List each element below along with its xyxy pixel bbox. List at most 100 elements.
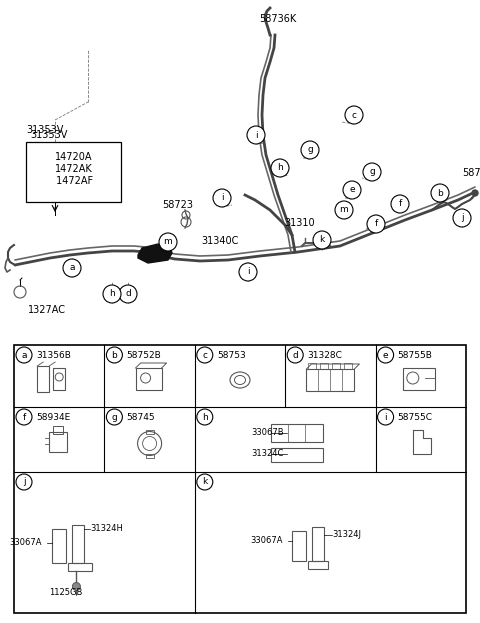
Bar <box>309 363 316 369</box>
Text: 31328C: 31328C <box>307 351 342 359</box>
Bar <box>271 447 323 462</box>
Text: m: m <box>340 206 348 214</box>
Bar <box>306 369 354 391</box>
Text: i: i <box>255 130 257 140</box>
Text: 31340C: 31340C <box>201 236 239 246</box>
Text: h: h <box>202 412 208 422</box>
Text: 58735M: 58735M <box>462 168 480 178</box>
Circle shape <box>213 189 231 207</box>
Bar <box>345 363 352 369</box>
Circle shape <box>16 409 32 425</box>
Circle shape <box>343 181 361 199</box>
Text: d: d <box>292 351 298 359</box>
Bar <box>145 454 154 457</box>
Text: 31324H: 31324H <box>90 524 123 533</box>
Text: 58736K: 58736K <box>259 14 297 24</box>
Bar <box>309 561 328 569</box>
Text: 33067B: 33067B <box>251 428 284 437</box>
Text: 1472AF: 1472AF <box>53 176 94 186</box>
Circle shape <box>472 190 478 196</box>
Text: g: g <box>369 168 375 176</box>
Text: 58755C: 58755C <box>397 412 432 422</box>
Text: i: i <box>384 412 387 422</box>
Bar <box>53 368 65 390</box>
Text: k: k <box>319 235 324 244</box>
Bar <box>53 426 63 434</box>
Text: h: h <box>109 290 115 298</box>
Circle shape <box>197 347 213 363</box>
Polygon shape <box>138 244 172 263</box>
Bar <box>321 363 328 369</box>
Circle shape <box>301 141 319 159</box>
Circle shape <box>287 347 303 363</box>
Circle shape <box>107 409 122 425</box>
Text: 31324C: 31324C <box>251 449 284 458</box>
Circle shape <box>453 209 471 227</box>
Text: 58745: 58745 <box>126 412 155 422</box>
Bar <box>26 142 121 202</box>
Circle shape <box>159 233 177 251</box>
Circle shape <box>72 583 81 591</box>
Text: 58934E: 58934E <box>36 412 70 422</box>
Circle shape <box>63 259 81 277</box>
Circle shape <box>239 263 257 281</box>
Text: g: g <box>307 146 313 155</box>
Circle shape <box>378 409 394 425</box>
Text: e: e <box>383 351 388 359</box>
Circle shape <box>16 474 32 490</box>
Bar <box>72 525 84 563</box>
Bar <box>37 366 49 392</box>
Text: f: f <box>23 412 25 422</box>
Circle shape <box>197 474 213 490</box>
Text: j: j <box>23 477 25 487</box>
Text: 1472AK: 1472AK <box>55 164 92 174</box>
Bar <box>136 368 162 390</box>
Circle shape <box>107 347 122 363</box>
Text: a: a <box>69 264 75 272</box>
Text: g: g <box>111 412 117 422</box>
Circle shape <box>247 126 265 144</box>
Circle shape <box>313 231 331 249</box>
Text: f: f <box>374 219 378 229</box>
Text: c: c <box>202 351 207 359</box>
Bar <box>271 424 323 442</box>
Bar <box>312 526 324 561</box>
Bar <box>69 563 92 571</box>
Text: f: f <box>398 199 402 209</box>
Text: a: a <box>21 351 27 359</box>
Bar <box>403 368 435 390</box>
Circle shape <box>363 163 381 181</box>
Bar <box>145 429 154 434</box>
Text: 1327AC: 1327AC <box>28 305 66 315</box>
Text: 1125GB: 1125GB <box>49 588 83 597</box>
Text: 31324J: 31324J <box>333 530 361 539</box>
Circle shape <box>367 215 385 233</box>
Text: 14720A: 14720A <box>55 152 92 162</box>
Text: b: b <box>437 189 443 197</box>
Circle shape <box>378 347 394 363</box>
Circle shape <box>16 347 32 363</box>
Circle shape <box>271 159 289 177</box>
Text: 58752B: 58752B <box>126 351 161 359</box>
Circle shape <box>431 184 449 202</box>
Text: j: j <box>461 214 463 222</box>
Text: 58753: 58753 <box>217 351 246 359</box>
Circle shape <box>103 285 121 303</box>
Bar <box>292 531 306 561</box>
Text: 31353V: 31353V <box>30 130 67 140</box>
Bar <box>333 363 340 369</box>
Text: 31310: 31310 <box>285 218 315 228</box>
Circle shape <box>335 201 353 219</box>
Circle shape <box>197 409 213 425</box>
Circle shape <box>119 285 137 303</box>
Text: 33067A: 33067A <box>251 536 283 545</box>
Text: 31356B: 31356B <box>36 351 71 359</box>
Bar <box>49 432 67 452</box>
Text: h: h <box>277 163 283 173</box>
Text: d: d <box>125 290 131 298</box>
Bar <box>52 528 66 563</box>
Text: k: k <box>202 477 207 487</box>
Text: 58755B: 58755B <box>397 351 432 359</box>
Text: b: b <box>111 351 117 359</box>
Text: m: m <box>164 237 172 247</box>
